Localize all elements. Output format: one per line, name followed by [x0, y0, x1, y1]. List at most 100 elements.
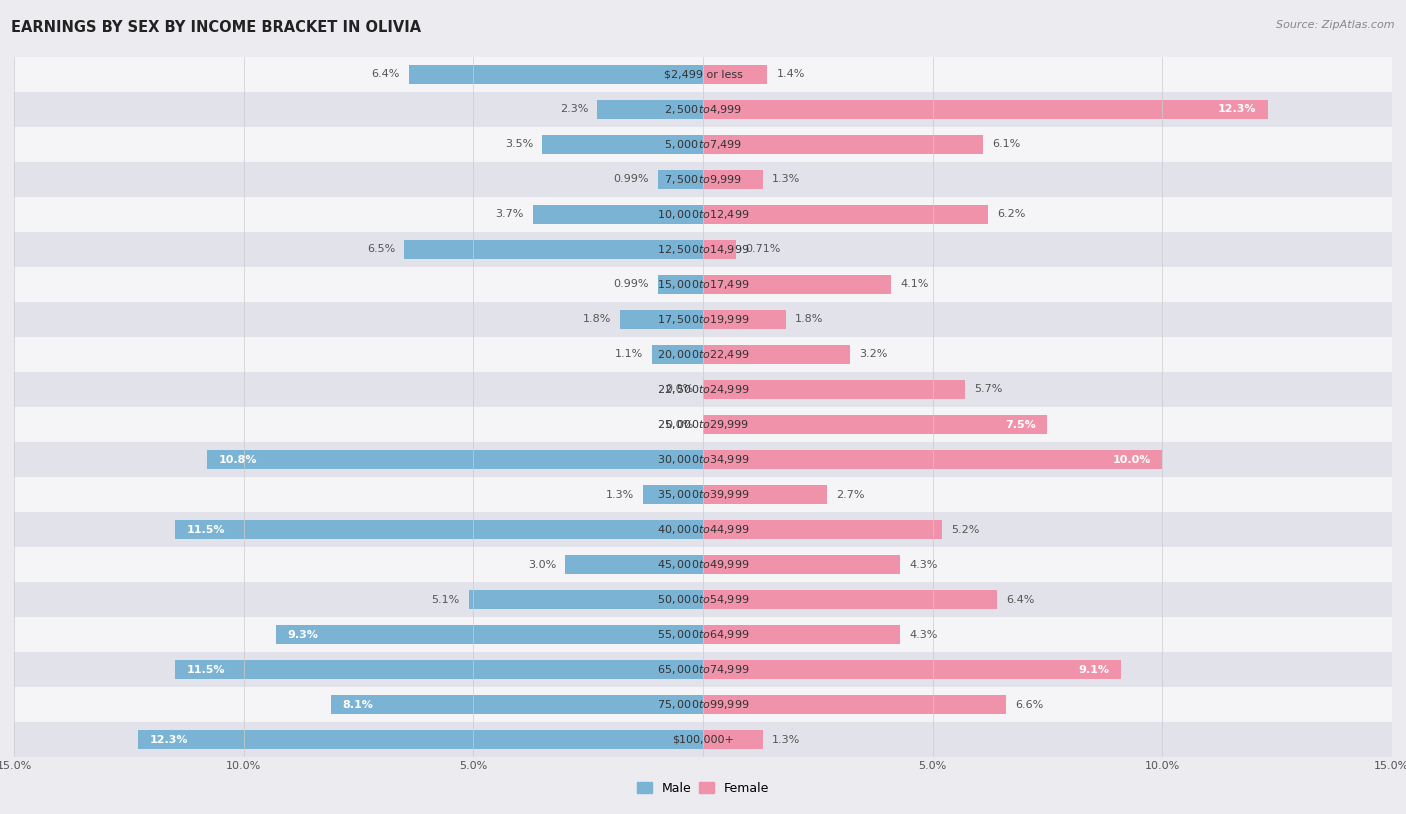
Bar — [14, 232, 1392, 267]
Text: 1.4%: 1.4% — [776, 69, 804, 80]
Text: 2.3%: 2.3% — [560, 104, 588, 115]
Text: 3.0%: 3.0% — [527, 559, 555, 570]
Bar — [468, 590, 703, 609]
Text: 4.3%: 4.3% — [910, 629, 938, 640]
Text: 4.1%: 4.1% — [900, 279, 929, 290]
Text: 0.0%: 0.0% — [665, 419, 693, 430]
Text: 12.3%: 12.3% — [149, 734, 188, 745]
Bar — [703, 380, 965, 399]
Text: 12.3%: 12.3% — [1218, 104, 1257, 115]
Bar — [703, 450, 1163, 469]
Text: $25,000 to $29,999: $25,000 to $29,999 — [657, 418, 749, 431]
Bar — [703, 275, 891, 294]
Text: $10,000 to $12,499: $10,000 to $12,499 — [657, 208, 749, 221]
Text: 9.1%: 9.1% — [1078, 664, 1109, 675]
Bar — [620, 310, 703, 329]
Bar — [543, 135, 703, 154]
Text: $35,000 to $39,999: $35,000 to $39,999 — [657, 488, 749, 501]
Bar — [703, 625, 900, 644]
Text: 6.4%: 6.4% — [1007, 594, 1035, 605]
Text: 1.8%: 1.8% — [794, 314, 824, 325]
Bar — [703, 695, 1007, 714]
Text: $15,000 to $17,499: $15,000 to $17,499 — [657, 278, 749, 291]
Text: 11.5%: 11.5% — [186, 524, 225, 535]
Bar — [703, 65, 768, 84]
Bar — [14, 722, 1392, 757]
Bar — [14, 57, 1392, 92]
Text: $5,000 to $7,499: $5,000 to $7,499 — [664, 138, 742, 151]
Text: 0.71%: 0.71% — [745, 244, 780, 255]
Bar — [533, 205, 703, 224]
Text: 3.7%: 3.7% — [495, 209, 524, 220]
Bar — [644, 485, 703, 504]
Bar — [409, 65, 703, 84]
Bar — [14, 512, 1392, 547]
Text: 6.6%: 6.6% — [1015, 699, 1043, 710]
Text: 5.2%: 5.2% — [950, 524, 980, 535]
Bar — [703, 660, 1121, 679]
Bar — [565, 555, 703, 574]
Bar — [703, 485, 827, 504]
Bar — [14, 267, 1392, 302]
Bar — [276, 625, 703, 644]
Text: 0.99%: 0.99% — [613, 279, 648, 290]
Bar — [703, 520, 942, 539]
Text: $100,000+: $100,000+ — [672, 734, 734, 745]
Bar — [174, 660, 703, 679]
Bar — [14, 127, 1392, 162]
Text: 9.3%: 9.3% — [287, 629, 318, 640]
Text: 11.5%: 11.5% — [186, 664, 225, 675]
Text: 0.99%: 0.99% — [613, 174, 648, 185]
Bar — [14, 477, 1392, 512]
Bar — [14, 302, 1392, 337]
Text: 7.5%: 7.5% — [1005, 419, 1036, 430]
Text: $45,000 to $49,999: $45,000 to $49,999 — [657, 558, 749, 571]
Bar — [703, 100, 1268, 119]
Bar — [14, 687, 1392, 722]
Text: 0.0%: 0.0% — [665, 384, 693, 395]
Text: 1.8%: 1.8% — [582, 314, 612, 325]
Bar — [138, 730, 703, 749]
Bar — [14, 442, 1392, 477]
Text: $75,000 to $99,999: $75,000 to $99,999 — [657, 698, 749, 711]
Bar — [14, 337, 1392, 372]
Text: 5.1%: 5.1% — [432, 594, 460, 605]
Text: 3.5%: 3.5% — [505, 139, 533, 150]
Bar — [14, 92, 1392, 127]
Text: 2.7%: 2.7% — [837, 489, 865, 500]
Text: $2,500 to $4,999: $2,500 to $4,999 — [664, 103, 742, 116]
Text: Source: ZipAtlas.com: Source: ZipAtlas.com — [1277, 20, 1395, 30]
Text: $17,500 to $19,999: $17,500 to $19,999 — [657, 313, 749, 326]
Bar — [14, 372, 1392, 407]
Bar — [658, 170, 703, 189]
Text: 8.1%: 8.1% — [343, 699, 374, 710]
Text: 1.3%: 1.3% — [606, 489, 634, 500]
Text: 1.1%: 1.1% — [614, 349, 644, 360]
Bar — [174, 520, 703, 539]
Text: 6.4%: 6.4% — [371, 69, 399, 80]
Text: $55,000 to $64,999: $55,000 to $64,999 — [657, 628, 749, 641]
Text: 10.8%: 10.8% — [218, 454, 257, 465]
Text: $7,500 to $9,999: $7,500 to $9,999 — [664, 173, 742, 186]
Bar — [703, 135, 983, 154]
Bar — [703, 730, 762, 749]
Bar — [703, 345, 851, 364]
Bar — [207, 450, 703, 469]
Text: 4.3%: 4.3% — [910, 559, 938, 570]
Text: 6.5%: 6.5% — [367, 244, 395, 255]
Bar — [14, 652, 1392, 687]
Text: $2,499 or less: $2,499 or less — [664, 69, 742, 80]
Bar — [598, 100, 703, 119]
Text: EARNINGS BY SEX BY INCOME BRACKET IN OLIVIA: EARNINGS BY SEX BY INCOME BRACKET IN OLI… — [11, 20, 422, 35]
Bar — [703, 170, 762, 189]
Bar — [405, 240, 703, 259]
Bar — [330, 695, 703, 714]
Text: 1.3%: 1.3% — [772, 734, 800, 745]
Bar — [703, 205, 988, 224]
Text: $65,000 to $74,999: $65,000 to $74,999 — [657, 663, 749, 676]
Text: 10.0%: 10.0% — [1112, 454, 1152, 465]
Bar — [14, 547, 1392, 582]
Text: 6.2%: 6.2% — [997, 209, 1025, 220]
Bar — [703, 415, 1047, 434]
Bar — [14, 407, 1392, 442]
